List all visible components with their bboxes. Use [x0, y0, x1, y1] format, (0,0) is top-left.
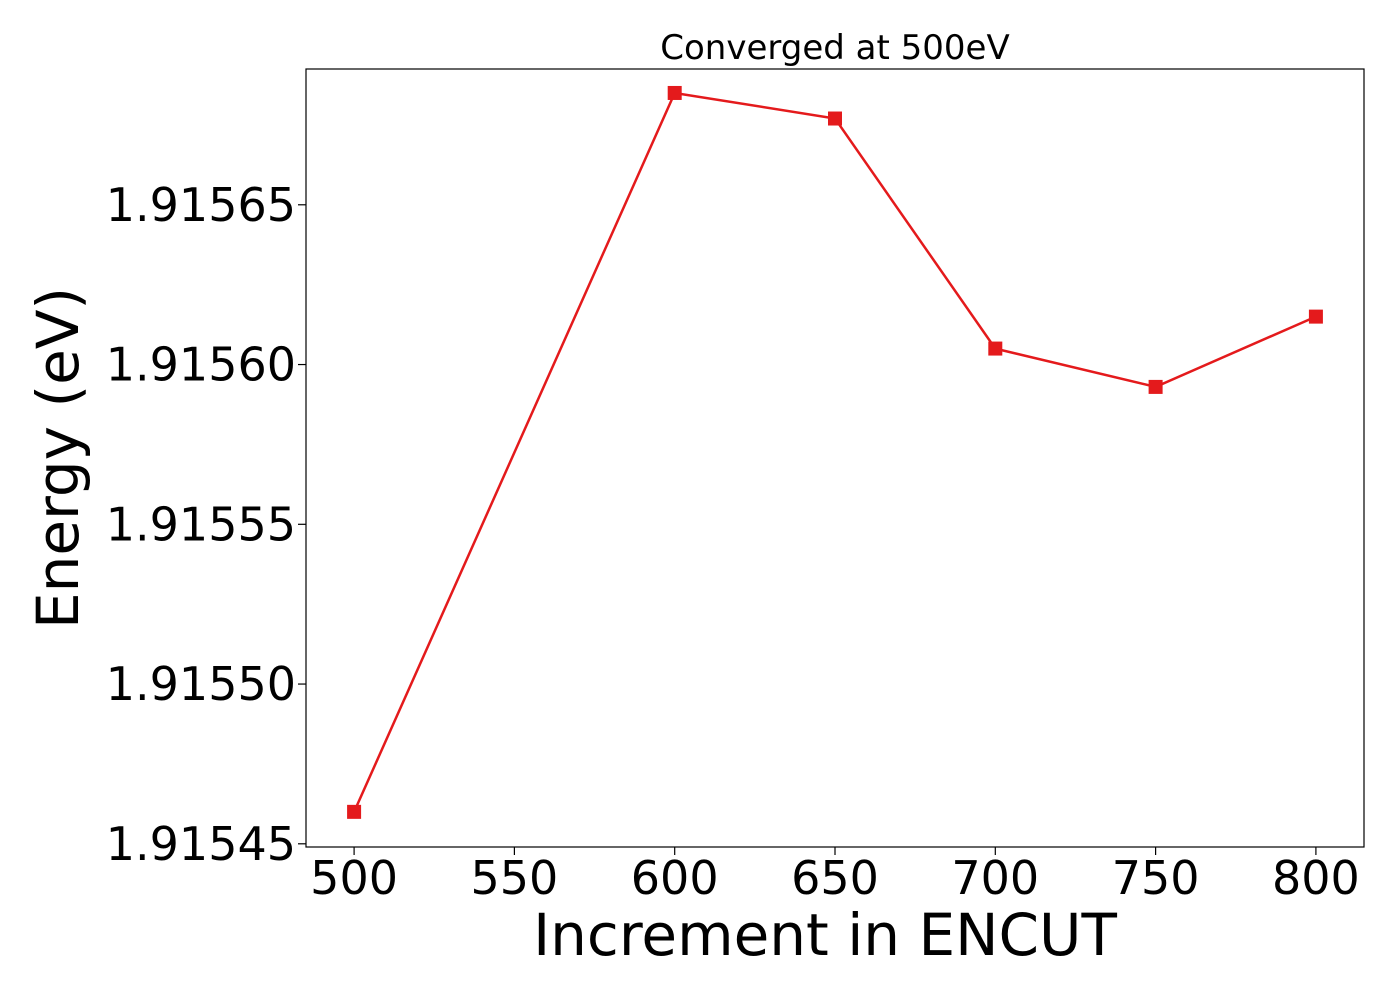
- y-tick-label: 1.91560: [106, 338, 296, 392]
- x-axis-ticks: 500 550 600 650 700 750 800: [310, 847, 1360, 905]
- chart-title: Converged at 500eV: [660, 28, 1009, 68]
- data-point-marker: [828, 111, 842, 126]
- data-point-marker: [988, 341, 1003, 356]
- plot-frame: [305, 68, 1365, 848]
- x-tick-label: 700: [951, 851, 1039, 905]
- data-point-marker: [1308, 309, 1323, 324]
- y-tick-label: 1.91550: [106, 657, 296, 711]
- y-tick-label: 1.91565: [106, 178, 296, 232]
- x-tick-label: 750: [1112, 851, 1200, 905]
- x-tick-label: 500: [310, 851, 398, 905]
- y-tick-label: 1.91555: [106, 497, 296, 551]
- y-axis-label: Energy (eV): [24, 287, 92, 629]
- x-tick-label: 650: [791, 851, 879, 905]
- x-axis-label: Increment in ENCUT: [533, 901, 1117, 969]
- y-tick-label: 1.91545: [106, 817, 296, 871]
- y-axis-ticks: 1.91545 1.91550 1.91555 1.91560 1.91565: [106, 178, 306, 871]
- data-point-marker: [347, 804, 362, 819]
- data-point-marker: [667, 85, 682, 100]
- series-line: [352, 91, 1317, 813]
- series-layer: [347, 85, 1323, 819]
- x-tick-label: 600: [631, 851, 719, 905]
- x-tick-label: 800: [1272, 851, 1360, 905]
- x-tick-label: 550: [470, 851, 558, 905]
- data-point-marker: [1148, 379, 1163, 394]
